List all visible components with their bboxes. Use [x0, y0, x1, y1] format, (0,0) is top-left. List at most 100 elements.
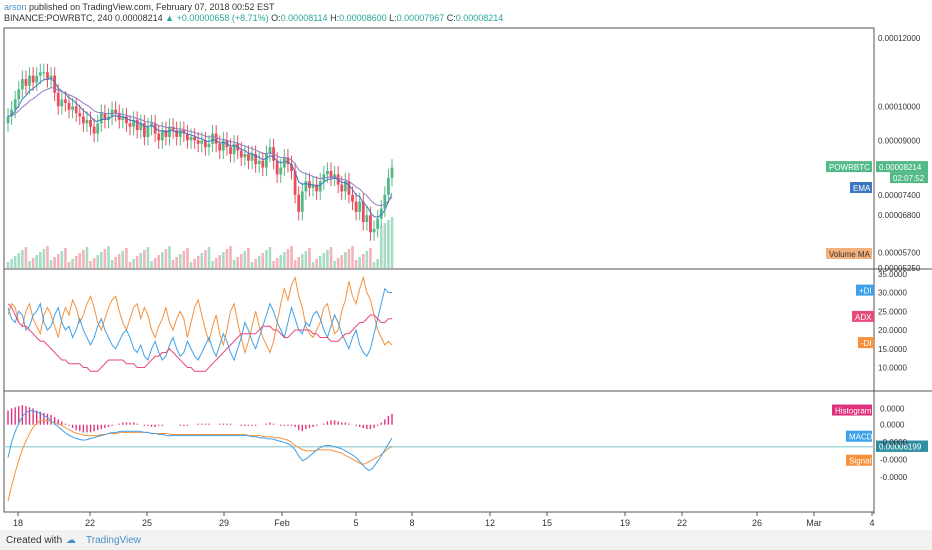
chart-canvas[interactable]: 18 22 25 29 Feb 5 8 12 15 19 22 26 Mar 4 0.00012000 0.0… [0, 24, 932, 530]
volume-bar [365, 251, 369, 268]
dmi-y-tick-label: 15.0000 [878, 345, 907, 354]
candle [354, 201, 358, 212]
candle [297, 194, 301, 212]
volume-bar [243, 251, 247, 268]
volume-bar [164, 249, 168, 268]
candle [376, 218, 380, 229]
volume-bar [175, 257, 178, 268]
svg-text:POWRBTC: POWRBTC [829, 163, 870, 172]
volume-bar [336, 258, 340, 268]
author-name[interactable]: arson [4, 2, 27, 12]
histogram-legend: Histogram [832, 404, 872, 416]
candle [286, 157, 290, 165]
candle [390, 167, 394, 178]
low-value: 0.00007967 [396, 13, 445, 23]
candle [92, 126, 96, 134]
volume-bar [42, 249, 46, 268]
x-tick-label: Mar [806, 518, 822, 528]
published-text: published on TradingView.com, February 0… [29, 2, 275, 12]
ma-line [7, 87, 393, 207]
macd-pane[interactable] [7, 405, 393, 502]
candle [189, 136, 193, 141]
candle [114, 109, 118, 114]
volume-bar [13, 256, 17, 268]
ema-legend: EMA [850, 182, 872, 193]
volume-bar [304, 251, 308, 268]
dmi-pane[interactable] [7, 275, 393, 372]
volume-bar [17, 253, 21, 268]
candle [379, 208, 383, 219]
volume-bar [247, 248, 250, 268]
x-tick-label: 15 [542, 518, 552, 528]
adx-legend: ADX [852, 310, 874, 322]
price-pane[interactable] [4, 63, 874, 448]
candle [218, 143, 222, 151]
volume-bar [186, 248, 189, 268]
volume-bar [369, 248, 372, 268]
candle [232, 143, 236, 154]
volume-bar [361, 254, 365, 268]
candle [207, 143, 211, 148]
macd-y-tick-label: -0.0000 [880, 456, 908, 465]
macd-y-tick-label: -0.0000 [880, 438, 908, 447]
volume-bar [354, 260, 358, 268]
candle [6, 116, 10, 124]
volume-bar [196, 256, 200, 268]
low-label: L: [389, 13, 397, 23]
candle [315, 184, 319, 192]
tradingview-logo-icon: ☁ [66, 535, 76, 546]
candle [211, 133, 214, 144]
candle [254, 153, 258, 165]
volume-bar [168, 246, 171, 268]
x-tick-label: 25 [142, 518, 152, 528]
dmi-y-tick-label: 10.0000 [878, 364, 907, 373]
candle [71, 106, 74, 110]
volume-bar [157, 255, 161, 268]
candle [304, 181, 308, 192]
volume-bar [67, 262, 71, 268]
x-tick-label: 5 [353, 518, 358, 528]
volume-bar [236, 257, 239, 268]
volume-bar [279, 255, 283, 268]
volume-bar [161, 252, 164, 268]
candle [153, 123, 157, 134]
volume-bar [135, 256, 139, 268]
candle [20, 79, 24, 90]
candle [28, 75, 31, 86]
publish-line: arson published on TradingView.com, Febr… [4, 2, 275, 12]
volume-bar [358, 257, 362, 268]
candle [250, 153, 254, 161]
ema-line [7, 77, 393, 218]
candle [24, 79, 28, 86]
volume-bar [128, 262, 132, 268]
candle [31, 75, 35, 83]
volume-bar [222, 252, 225, 268]
candle [96, 123, 100, 134]
candle [247, 153, 250, 161]
candle [64, 99, 67, 103]
plus-di-line [7, 287, 392, 362]
volume-bar [143, 250, 146, 268]
candle [35, 75, 39, 83]
volume-bar [121, 251, 125, 268]
volume-bar [254, 259, 257, 268]
volume-bar [225, 249, 229, 268]
tradingview-brand[interactable]: TradingView [86, 535, 142, 546]
volume-bar [326, 250, 329, 268]
candle [42, 72, 46, 74]
close-label: C: [446, 13, 456, 23]
candle [150, 123, 153, 127]
candle [67, 102, 71, 110]
candle [81, 116, 85, 124]
svg-text:02:07:52: 02:07:52 [893, 174, 925, 183]
footer-bar: Created with ☁ TradingView [0, 530, 932, 550]
volume-bar [261, 253, 265, 268]
candle [89, 119, 92, 127]
adx-line [7, 303, 392, 372]
svg-text:Volume MA: Volume MA [829, 250, 871, 259]
volume-bar [10, 259, 13, 268]
volume-bar [89, 261, 92, 268]
candle [290, 164, 293, 171]
volume-bar [182, 251, 186, 268]
volume-bar [46, 246, 49, 268]
